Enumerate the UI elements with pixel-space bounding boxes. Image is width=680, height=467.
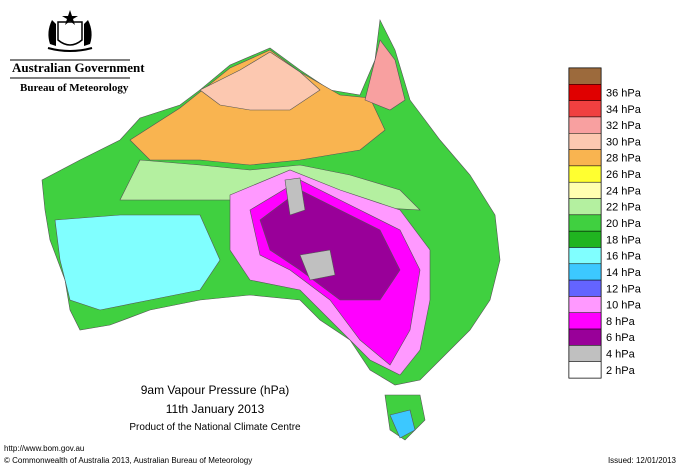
legend-swatch — [568, 279, 602, 297]
coat-of-arms — [47, 10, 93, 52]
legend-swatch — [568, 116, 602, 134]
copyright: © Commonwealth of Australia 2013, Austra… — [4, 456, 252, 465]
legend-label: 18 hPa — [606, 234, 642, 246]
legend-swatch — [568, 263, 602, 281]
legend-swatch — [568, 181, 602, 199]
legend-swatch — [568, 198, 602, 216]
legend-swatch — [568, 214, 602, 232]
legend-label: 10 hPa — [606, 300, 642, 312]
legend-swatch — [568, 84, 602, 101]
legend-label: 20 hPa — [606, 218, 642, 230]
legend-swatch — [568, 100, 602, 118]
legend-label: 30 hPa — [606, 136, 642, 148]
legend-label: 2 hPa — [606, 365, 636, 377]
legend-swatch — [568, 230, 602, 248]
legend-label: 4 hPa — [606, 349, 636, 361]
map-date: 11th January 2013 — [166, 402, 265, 416]
legend-label: 6 hPa — [606, 332, 636, 344]
legend-swatch — [568, 149, 602, 167]
legend-swatch — [568, 247, 602, 265]
legend-label: 34 hPa — [606, 104, 642, 116]
legend-swatch — [568, 345, 602, 362]
legend-swatch — [568, 296, 602, 313]
legend-swatch — [568, 67, 602, 85]
government: Australian Government — [12, 60, 145, 75]
legend-swatch — [568, 361, 602, 379]
legend-swatch — [568, 133, 602, 150]
legend-swatch — [568, 165, 602, 183]
legend-label: 26 hPa — [606, 169, 642, 181]
issued: Issued: 12/01/2013 — [608, 456, 677, 465]
australia-map — [41, 18, 501, 441]
legend-label: 22 hPa — [606, 202, 642, 214]
map-title: 9am Vapour Pressure (hPa) — [141, 383, 290, 397]
legend-swatch — [568, 312, 602, 330]
legend-label: 14 hPa — [606, 267, 642, 279]
legend-label: 28 hPa — [606, 153, 642, 165]
legend-swatch — [568, 328, 602, 346]
bureau: Bureau of Meteorology — [20, 82, 129, 94]
url: http://www.bom.gov.au — [4, 444, 84, 453]
legend-label: 24 hPa — [606, 185, 642, 197]
map-credit: Product of the National Climate Centre — [129, 422, 301, 433]
legend-label: 8 hPa — [606, 316, 636, 328]
legend: 36 hPa 34 hPa 32 hPa 30 hPa 28 hPa 26 hPa 24 h… — [568, 67, 642, 379]
legend-label: 16 hPa — [606, 251, 642, 263]
legend-label: 12 hPa — [606, 283, 642, 295]
legend-label: 36 hPa — [606, 87, 642, 99]
legend-label: 32 hPa — [606, 120, 642, 132]
